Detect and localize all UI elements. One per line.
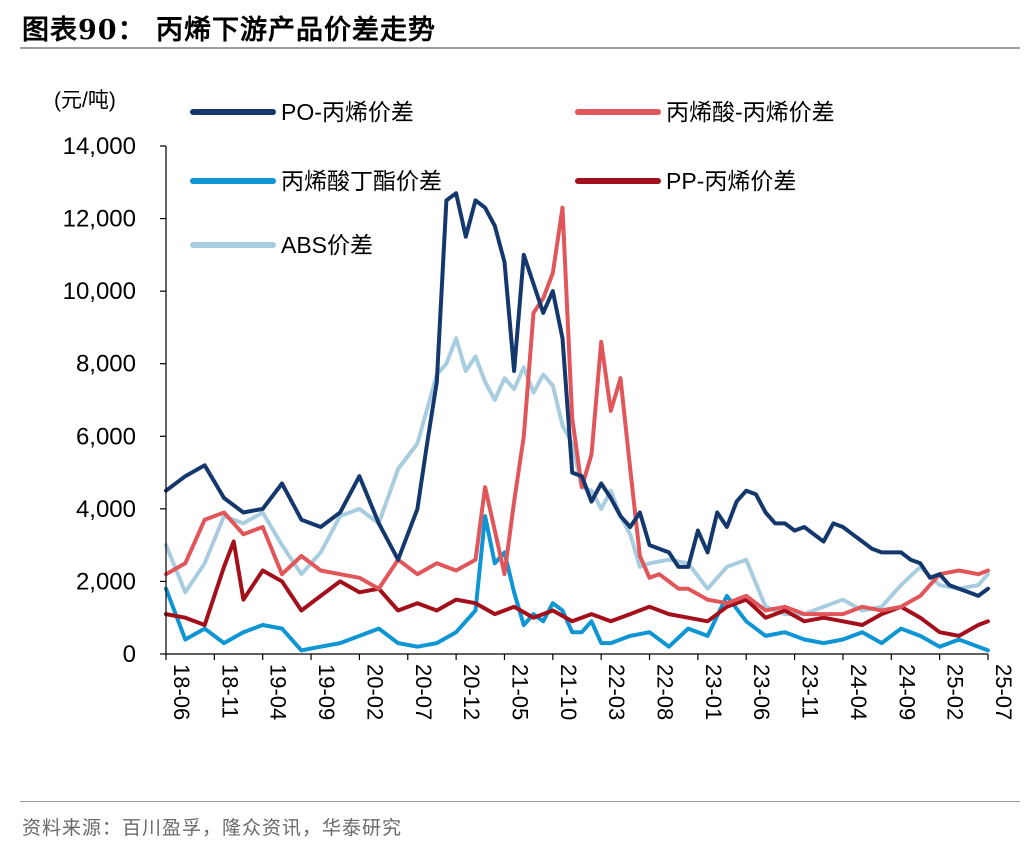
series-line-3 <box>164 539 990 638</box>
x-tick-label: 23-11 <box>798 664 823 719</box>
y-tick-label: 12,000 <box>63 206 136 233</box>
y-tick-label: 10,000 <box>63 278 136 305</box>
series-line-2 <box>164 514 990 653</box>
line-chart: 0 2,000 4,000 6,000 8,000 10,000 12,000 14,000 1… <box>54 89 1016 720</box>
series-line-4 <box>164 336 990 617</box>
x-tick-label: 21-05 <box>507 664 532 720</box>
series-line-1 <box>164 205 990 617</box>
y-tick-label: 2,000 <box>76 568 136 595</box>
x-tick-label: 19-09 <box>314 664 339 720</box>
y-tick-label: 6,000 <box>76 423 136 450</box>
x-tick-label: 19-04 <box>266 664 291 720</box>
x-tick-label: 22-08 <box>653 664 678 720</box>
x-tick-label: 20-07 <box>411 664 436 720</box>
x-tick-label: 23-01 <box>701 664 726 720</box>
x-tick-label: 23-06 <box>749 664 774 720</box>
legend-label-3: PP-丙烯价差 <box>666 168 796 194</box>
x-tick-label: 25-02 <box>943 664 968 720</box>
source-note: 资料来源：百川盈孚，隆众资讯，华泰研究 <box>22 817 403 839</box>
x-tick-label: 24-09 <box>894 664 919 720</box>
y-tick-label: 8,000 <box>76 351 136 378</box>
y-tick-label: 4,000 <box>76 496 136 523</box>
legend-label-0: PO-丙烯价差 <box>281 99 414 125</box>
series-line-0 <box>164 191 990 598</box>
x-tick-label: 21-10 <box>556 664 581 720</box>
footer-divider <box>20 801 1020 802</box>
y-tick-label: 14,000 <box>63 133 136 160</box>
y-axis-label: (元/吨) <box>54 89 116 112</box>
x-tick-label: 20-12 <box>459 664 484 720</box>
plot-area <box>164 191 990 653</box>
x-tick-label: 24-04 <box>846 664 871 720</box>
x-tick-label: 22-03 <box>604 664 629 720</box>
title-divider <box>20 47 1020 49</box>
x-tick-label: 20-02 <box>362 664 387 720</box>
y-tick-label: 0 <box>123 641 136 668</box>
legend-label-4: ABS价差 <box>281 232 373 258</box>
x-tick-label: 18-06 <box>169 664 194 720</box>
page-title: 图表90： 丙烯下游产品价差走势 <box>22 15 436 46</box>
legend-label-2: 丙烯酸丁酯价差 <box>281 168 442 194</box>
legend-label-1: 丙烯酸-丙烯价差 <box>666 99 835 125</box>
axes: 0 2,000 4,000 6,000 8,000 10,000 12,000 14,000 1… <box>63 133 1016 720</box>
x-tick-label: 25-07 <box>991 664 1016 720</box>
x-tick-label: 18-11 <box>217 664 242 719</box>
